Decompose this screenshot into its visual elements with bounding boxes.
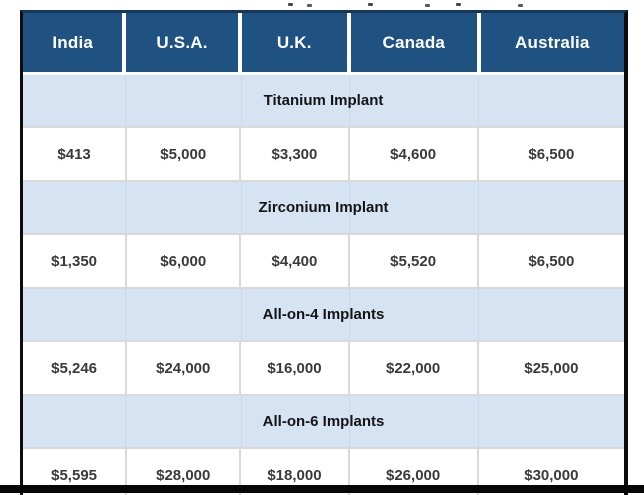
price-cell-zirconium-canada: $5,520	[347, 235, 477, 287]
price-cell-titanium-canada: $4,600	[347, 128, 477, 180]
column-header-usa: U.S.A.	[126, 13, 238, 72]
category-row-all-on-6-implants: All-on-6 Implants	[23, 396, 624, 447]
country-header-row: India U.S.A. U.K. Canada Australia	[23, 13, 624, 75]
price-cell-titanium-india: $413	[57, 145, 91, 163]
price-cell-zirconium-usa: $6,000	[125, 235, 239, 287]
price-row-zirconium: $1,350 $6,000 $4,400 $5,520 $6,500	[23, 233, 624, 289]
price-cell-all-on-6-australia: $30,000	[476, 449, 624, 495]
price-cell-titanium-usa: $5,000	[125, 128, 239, 180]
price-cell-all-on-4-uk: $16,000	[239, 342, 347, 394]
price-cell-all-on-4-india: $5,246	[51, 359, 98, 377]
price-row-all-on-4: $5,246 $24,000 $16,000 $22,000 $25,000	[23, 340, 624, 396]
column-header-canada: Canada	[350, 13, 477, 72]
price-cell-all-on-4-usa: $24,000	[125, 342, 239, 394]
price-cell-all-on-4-canada: $22,000	[347, 342, 477, 394]
column-header-india: India	[23, 13, 123, 72]
price-cell-zirconium-australia: $6,500	[476, 235, 624, 287]
price-cell-zirconium-uk: $4,400	[239, 235, 347, 287]
category-row-zirconium-implant: Zirconium Implant	[23, 182, 624, 233]
price-cell-titanium-uk: $3,300	[239, 128, 347, 180]
category-row-titanium-implant: Titanium Implant	[23, 75, 624, 126]
price-cell-all-on-6-india: $5,595	[51, 466, 98, 484]
column-header-australia: Australia	[480, 13, 624, 72]
clipped-heading-fragments	[288, 3, 293, 6]
price-cell-all-on-6-uk: $18,000	[239, 449, 347, 495]
implant-cost-table: India U.S.A. U.K. Canada Australia Titan…	[20, 10, 628, 495]
bottom-edge-bar	[0, 485, 644, 493]
price-cell-all-on-6-usa: $28,000	[125, 449, 239, 495]
price-cell-zirconium-india: $1,350	[51, 252, 98, 270]
column-header-uk: U.K.	[241, 13, 347, 72]
price-cell-titanium-australia: $6,500	[476, 128, 624, 180]
price-cell-all-on-4-australia: $25,000	[476, 342, 624, 394]
category-row-all-on-4-implants: All-on-4 Implants	[23, 289, 624, 340]
price-cell-all-on-6-canada: $26,000	[347, 449, 477, 495]
price-row-titanium: $413 $5,000 $3,300 $4,600 $6,500	[23, 126, 624, 182]
